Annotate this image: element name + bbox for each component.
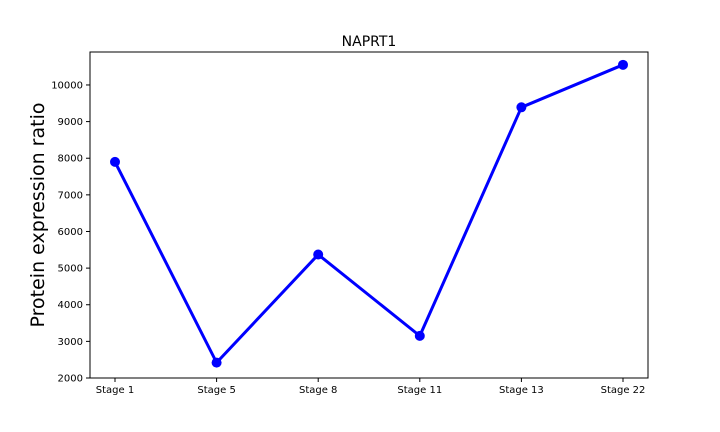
x-tick-label: Stage 8 [299, 385, 337, 396]
x-tick-label: Stage 11 [397, 385, 442, 396]
data-point [110, 156, 120, 167]
y-tick-label: 9000 [58, 117, 83, 128]
x-tick-label: Stage 22 [601, 385, 646, 396]
y-tick-label: 7000 [58, 190, 83, 201]
data-point [313, 249, 324, 260]
data-point [414, 330, 425, 341]
y-tick-label: 4000 [58, 300, 83, 311]
x-tick-label: Stage 13 [499, 385, 544, 396]
x-tick-label: Stage 5 [197, 385, 235, 396]
y-axis-ticks: 2000 3000 4000 5000 6000 7000 8000 9000 10000 [51, 80, 90, 385]
series-line [113, 63, 625, 365]
y-tick-label: 10000 [51, 80, 83, 91]
y-tick-label: 5000 [58, 264, 83, 275]
chart-title: NAPRT1 [342, 34, 397, 50]
x-tick-label: Stage 1 [96, 385, 134, 396]
data-point [618, 59, 628, 70]
data-point [516, 102, 527, 113]
y-tick-label: 8000 [58, 154, 83, 165]
y-tick-label: 6000 [58, 227, 83, 238]
data-point [211, 357, 222, 368]
y-tick-label: 3000 [58, 337, 83, 348]
plot-area [89, 51, 649, 379]
y-tick-label: 2000 [58, 374, 83, 385]
x-axis-ticks: Stage 1 Stage 5 Stage 8 Stage 11 Stage 13 Sta… [96, 378, 646, 396]
series-group [110, 59, 628, 368]
y-axis-label: Protein expression ratio [27, 103, 49, 328]
